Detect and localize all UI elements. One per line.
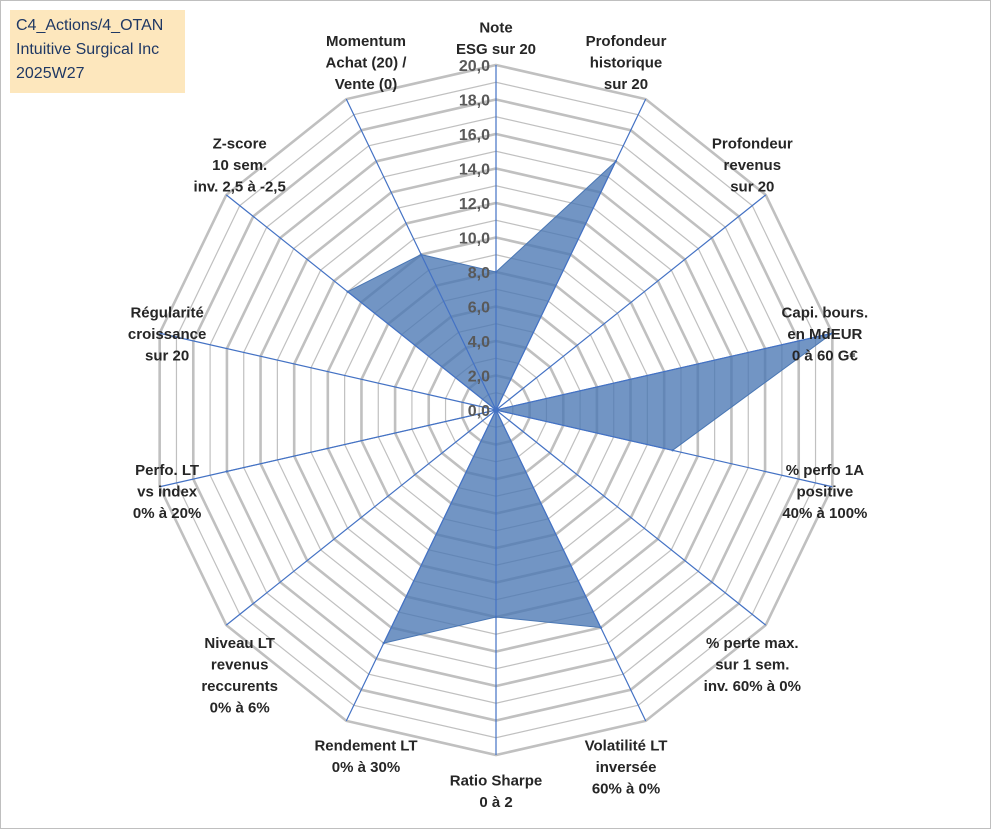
spoke-9 — [225, 409, 497, 626]
axis-label-6-line-1: inversée — [596, 759, 657, 776]
spoke-2 — [495, 194, 767, 411]
axis-label-6-line-2: 60% à 0% — [592, 780, 660, 797]
spoke-4 — [495, 409, 833, 488]
tick-label-0: 0,0 — [468, 403, 490, 420]
spoke-6 — [495, 409, 647, 722]
radar-tick-labels: 0,0 2,0 4,0 6,0 8,0 10,0 12,0 14,0 16,0 18,0 20,0 — [459, 58, 490, 420]
axis-label-12-line-1: 10 sem. — [212, 157, 267, 174]
spoke-5 — [495, 409, 767, 626]
spoke-3 — [495, 332, 833, 411]
tick-label-10: 20,0 — [459, 58, 490, 75]
axis-label-4-line-1: positive — [797, 484, 854, 501]
axis-label-5-line-1: sur 1 sem. — [715, 656, 789, 673]
axis-label-5-line-2: inv. 60% à 0% — [704, 678, 801, 695]
radar-spokes — [159, 65, 833, 755]
tick-label-6: 12,0 — [459, 196, 490, 213]
spoke-11 — [159, 332, 497, 411]
axis-label-10-line-2: 0% à 20% — [133, 505, 201, 522]
axis-label-1-line-0: Profondeur — [586, 33, 667, 50]
tick-label-1: 2,0 — [468, 369, 490, 386]
spoke-13 — [345, 98, 497, 411]
axis-label-11-line-0: Régularité — [130, 304, 203, 321]
tick-label-9: 18,0 — [459, 93, 490, 110]
axis-label-10-line-0: Perfo. LT — [135, 462, 199, 479]
spoke-10 — [159, 409, 497, 488]
axis-label-7-line-0: Ratio Sharpe — [450, 773, 543, 790]
axis-label-13-line-1: Achat (20) / — [326, 55, 408, 72]
axis-label-10-line-1: vs index — [137, 484, 198, 501]
axis-label-2-line-0: Profondeur — [712, 136, 793, 153]
tick-label-2: 4,0 — [468, 334, 490, 351]
axis-label-1-line-2: sur 20 — [604, 76, 648, 93]
axis-label-13-line-2: Vente (0) — [335, 76, 398, 93]
axis-label-11-line-2: sur 20 — [145, 347, 189, 364]
axis-label-2-line-1: revenus — [724, 157, 782, 174]
axis-label-7-line-1: 0 à 2 — [479, 794, 512, 811]
axis-label-4-line-2: 40% à 100% — [782, 505, 867, 522]
tick-label-5: 10,0 — [459, 231, 490, 248]
radar-axis-labels: Note ESG sur 20 Profondeur historique sur 20… — [128, 20, 868, 812]
axis-label-4-line-0: % perfo 1A — [786, 462, 865, 479]
axis-label-9-line-2: reccurents — [201, 678, 278, 695]
axis-label-3-line-0: Capi. bours. — [782, 304, 869, 321]
axis-label-8-line-0: Rendement LT — [314, 737, 417, 754]
info-line-week: 2025W27 — [16, 65, 85, 82]
info-box: C4_Actions/4_OTAN Intuitive Surgical Inc… — [10, 10, 185, 93]
tick-label-3: 6,0 — [468, 300, 490, 317]
info-line-path: C4_Actions/4_OTAN — [16, 17, 164, 34]
axis-label-11-line-1: croissance — [128, 326, 206, 343]
tick-label-8: 16,0 — [459, 127, 490, 144]
axis-label-3-line-1: en MdEUR — [787, 326, 862, 343]
axis-label-9-line-3: 0% à 6% — [210, 699, 270, 716]
axis-label-12-line-2: inv. 2,5 à -2,5 — [194, 179, 286, 196]
tick-label-4: 8,0 — [468, 265, 490, 282]
spoke-8 — [345, 409, 497, 722]
axis-label-1-line-1: historique — [590, 55, 663, 72]
axis-label-0-line-0: Note — [479, 20, 512, 37]
axis-label-3-line-2: 0 à 60 G€ — [792, 347, 859, 364]
axis-label-13-line-0: Momentum — [326, 33, 406, 50]
axis-label-9-line-1: revenus — [211, 656, 269, 673]
axis-label-5-line-0: % perte max. — [706, 635, 799, 652]
spoke-12 — [225, 194, 497, 411]
axis-label-12-line-0: Z-score — [213, 136, 267, 153]
axis-label-0-line-1: ESG sur 20 — [456, 41, 536, 58]
axis-label-9-line-0: Niveau LT — [204, 635, 275, 652]
axis-label-8-line-1: 0% à 30% — [332, 759, 400, 776]
info-line-company: Intuitive Surgical Inc — [16, 41, 160, 58]
spoke-1 — [495, 98, 647, 411]
axis-label-2-line-2: sur 20 — [730, 179, 774, 196]
axis-label-6-line-0: Volatilité LT — [585, 737, 668, 754]
tick-label-7: 14,0 — [459, 162, 490, 179]
